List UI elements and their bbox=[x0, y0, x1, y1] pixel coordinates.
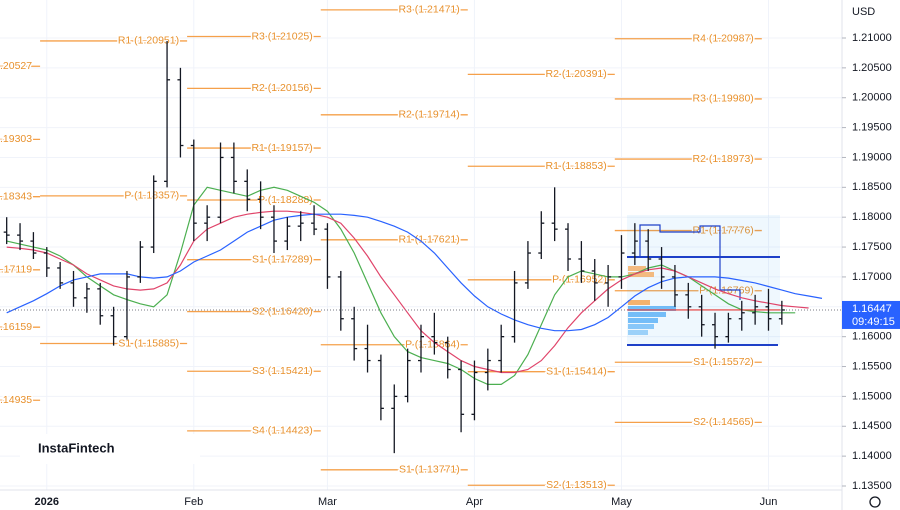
plot bbox=[0, 40, 842, 454]
profile-bar bbox=[628, 272, 654, 277]
x-tick-label: Feb bbox=[184, 496, 203, 508]
pivot-label: R3 (1.19980) bbox=[693, 93, 754, 105]
currency[interactable]: USD bbox=[852, 6, 875, 18]
pivot-label: R1 (1.18853) bbox=[545, 160, 606, 172]
y-tick-label: 1.13500 bbox=[852, 480, 892, 492]
pivot-label: R3 (1.21025) bbox=[251, 30, 312, 42]
pivot-label: S2 (1.16420) bbox=[252, 305, 313, 317]
profile-bar bbox=[628, 324, 654, 329]
y-tick-label: 1.20000 bbox=[852, 92, 892, 104]
y-tick-label: 1.15500 bbox=[852, 360, 892, 372]
volume-profile bbox=[627, 215, 780, 346]
pivot-label: R1 (1.19157) bbox=[251, 142, 312, 154]
ma-line bbox=[6, 186, 796, 385]
pivot-label: 1.19303 bbox=[0, 133, 32, 145]
profile-line bbox=[639, 224, 741, 300]
y-tick-label: 1.15000 bbox=[852, 390, 892, 402]
settings-icon[interactable] bbox=[869, 496, 881, 508]
pivot-label: R2 (1.18973) bbox=[693, 153, 754, 165]
profile-bar bbox=[628, 300, 650, 305]
y-tick-label: 1.19500 bbox=[852, 121, 892, 133]
pivot-label: R1 (1.20951) bbox=[118, 35, 179, 47]
last-price-label: 1.16447 bbox=[852, 303, 892, 315]
pivot-label: P (1.15864) bbox=[405, 339, 460, 351]
ma-line bbox=[6, 213, 823, 332]
pivot-label: R4 (1.20987) bbox=[693, 33, 754, 45]
y-tick-label: 1.17500 bbox=[852, 241, 892, 253]
pivot-label: S1 (1.15885) bbox=[118, 337, 179, 349]
pivot-label: S4 (1.14423) bbox=[252, 425, 313, 437]
last-time-label: 09:49:15 bbox=[852, 316, 895, 328]
pivot-label: S1 (1.15572) bbox=[693, 356, 754, 368]
y-tick-label: 1.14000 bbox=[852, 450, 892, 462]
y-axis: 1.21000 1.20500 1.20000 1.19500 1.19000 1.185… bbox=[842, 32, 900, 492]
y-tick-label: 1.16000 bbox=[852, 331, 892, 343]
y-tick-label: 1.18000 bbox=[852, 211, 892, 223]
pivot-label: R3 (1.21471) bbox=[398, 4, 459, 16]
pivot-label: R1 (1.17776) bbox=[693, 224, 754, 236]
x-tick-label: May bbox=[611, 496, 632, 508]
pivot-label: 1.20527 bbox=[0, 60, 32, 72]
x-tick-label: Apr bbox=[466, 496, 483, 508]
pivot-label: S1 (1.17289) bbox=[252, 253, 313, 265]
y-tick-label: 1.17000 bbox=[852, 271, 892, 283]
profile-bar bbox=[628, 312, 666, 317]
pivot-label: R2 (1.20391) bbox=[545, 68, 606, 80]
pivot-label: R2 (1.20156) bbox=[251, 82, 312, 94]
watermark: InstaFintech bbox=[38, 440, 115, 455]
x-tick-label: Mar bbox=[318, 496, 337, 508]
profile-bar bbox=[628, 318, 658, 323]
y-tick-label: 1.14500 bbox=[852, 420, 892, 432]
pivot-label: S1 (1.13771) bbox=[399, 464, 460, 476]
pivot-label: R2 (1.19714) bbox=[398, 109, 459, 121]
watermark-bg bbox=[20, 434, 200, 464]
x-tick-label: Jun bbox=[760, 496, 778, 508]
pivot-levels: 1.20527 1.19303 1.18343 1.17119 1.16159 1.149… bbox=[0, 2, 762, 493]
y-tick-label: 1.18500 bbox=[852, 181, 892, 193]
x-tick-label: 2026 bbox=[35, 496, 59, 508]
pivot-label: 1.17119 bbox=[0, 264, 32, 276]
profile-bar bbox=[628, 266, 646, 271]
pivot-label: S3 (1.15421) bbox=[252, 365, 313, 377]
pivot-label: 1.16159 bbox=[0, 321, 32, 333]
pivot-label: P (1.18288) bbox=[258, 194, 313, 206]
y-tick-label: 1.19000 bbox=[852, 151, 892, 163]
pivot-label: 1.18343 bbox=[0, 190, 32, 202]
pivot-label: P (1.18357) bbox=[124, 190, 179, 202]
last-price-box bbox=[842, 300, 900, 329]
pivot-label: 1.14935 bbox=[0, 394, 32, 406]
profile-bar bbox=[628, 306, 676, 311]
pivot-label: S2 (1.13513) bbox=[546, 479, 607, 491]
pivot-label: P (1.16952) bbox=[552, 274, 607, 286]
profile-bar bbox=[628, 330, 648, 335]
pivot-label: S2 (1.14565) bbox=[693, 416, 754, 428]
y-tick-label: 1.20500 bbox=[852, 62, 892, 74]
pivot-label: R1 (1.17621) bbox=[398, 234, 459, 246]
pivot-label: S1 (1.15414) bbox=[546, 365, 607, 377]
y-tick-label: 1.21000 bbox=[852, 32, 892, 44]
